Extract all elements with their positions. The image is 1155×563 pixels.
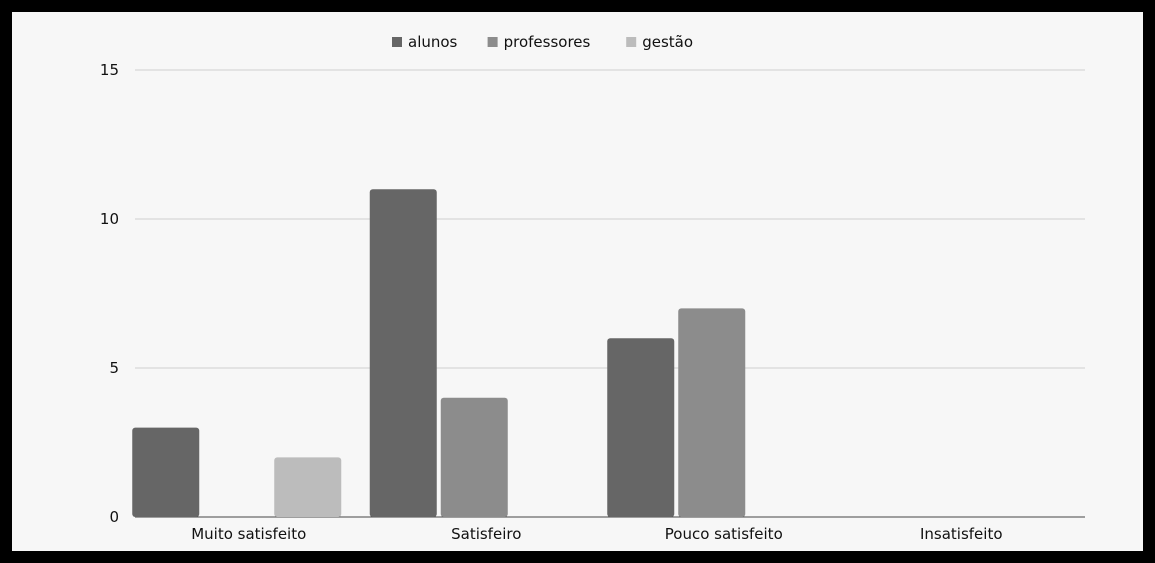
legend-swatch — [392, 37, 402, 47]
gridlines — [135, 69, 1085, 518]
legend-label: gestão — [642, 33, 693, 51]
x-category-label: Pouco satisfeito — [665, 525, 783, 543]
x-category-label: Insatisfeito — [920, 525, 1003, 543]
bar-chart: 0 5 10 15 Muito satisfeito Satisfeiro Pouco s… — [100, 33, 1085, 543]
bar-professores-pouco-satisfeito — [678, 308, 746, 517]
y-tick-label: 10 — [100, 210, 119, 228]
chart-frame: 0 5 10 15 Muito satisfeito Satisfeiro Pouco s… — [10, 10, 1145, 553]
bar-alunos-pouco-satisfeito — [607, 338, 675, 517]
x-category-label: Muito satisfeito — [191, 525, 306, 543]
legend-label: professores — [504, 33, 591, 51]
y-tick-label: 5 — [109, 359, 119, 377]
y-tick-label: 0 — [109, 508, 119, 526]
legend-swatch — [626, 37, 637, 47]
x-category-label: Satisfeiro — [451, 525, 521, 543]
y-axis-ticks: 0 5 10 15 — [100, 61, 119, 526]
y-tick-label: 15 — [100, 61, 119, 79]
bar-alunos-muito-satisfeito — [132, 427, 200, 517]
bar-alunos-satisfeiro — [369, 189, 437, 517]
bar-gestão-muito-satisfeito — [274, 457, 342, 517]
legend-swatch — [487, 37, 498, 47]
legend-label: alunos — [408, 33, 458, 51]
legend: alunos professores gestão — [392, 33, 693, 51]
bar-professores-satisfeiro — [440, 397, 508, 517]
x-axis-labels: Muito satisfeito Satisfeiro Pouco satisfei… — [191, 525, 1002, 543]
bars — [132, 189, 746, 517]
